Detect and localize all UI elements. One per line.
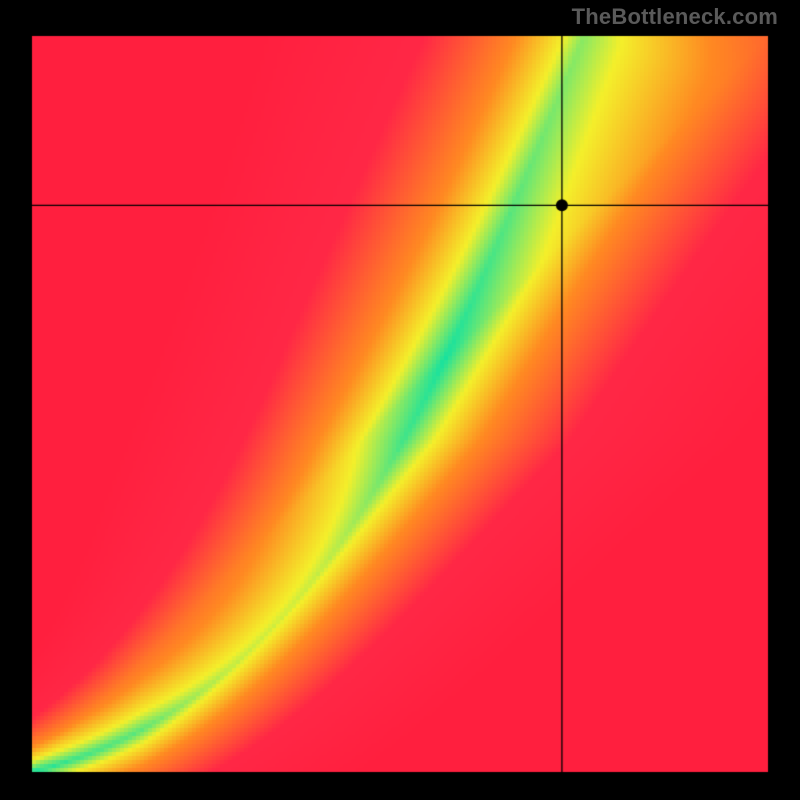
bottleneck-heatmap <box>0 0 800 800</box>
chart-stage: { "attribution": "TheBottleneck.com", "c… <box>0 0 800 800</box>
attribution-text: TheBottleneck.com <box>572 4 778 30</box>
